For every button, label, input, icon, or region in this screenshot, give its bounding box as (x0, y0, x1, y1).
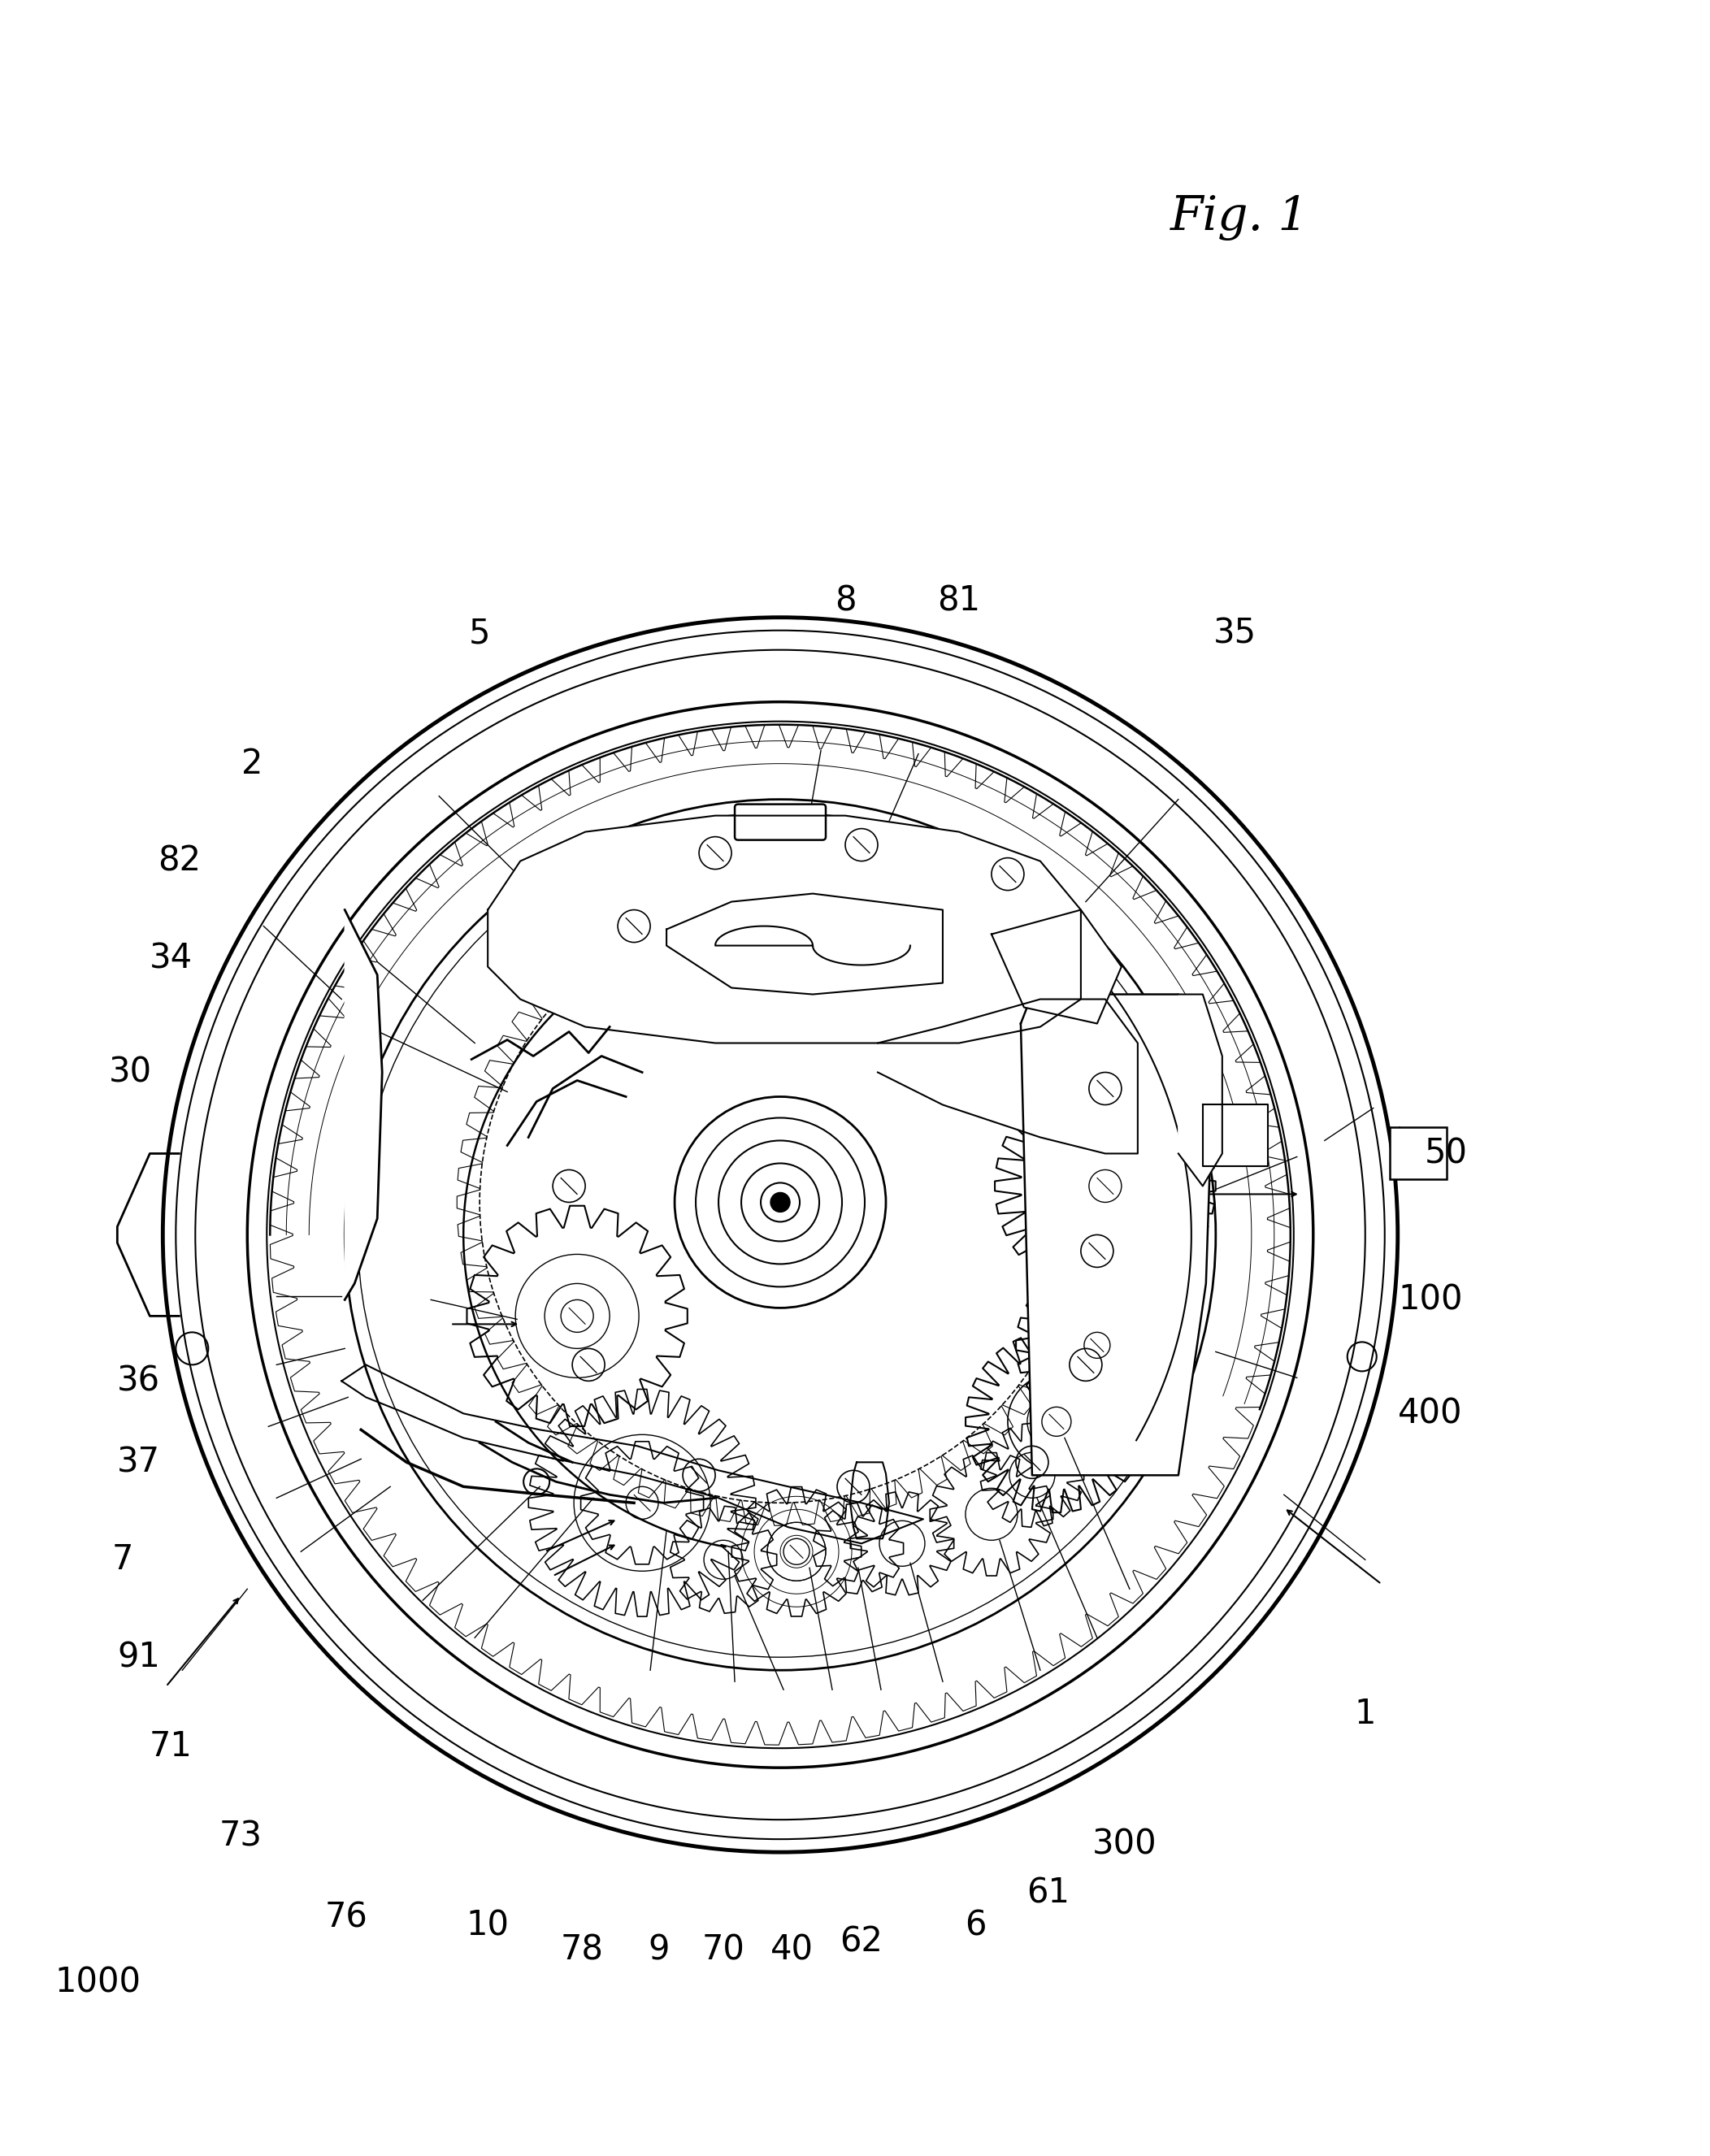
Text: 5: 5 (469, 617, 491, 651)
Text: 61: 61 (1026, 1876, 1070, 1910)
Text: 35: 35 (1214, 617, 1257, 651)
Polygon shape (992, 910, 1122, 1024)
Text: 81: 81 (937, 584, 980, 619)
Polygon shape (877, 998, 1137, 1153)
Text: 10: 10 (467, 1908, 510, 1943)
Text: 62: 62 (840, 1925, 882, 1958)
Polygon shape (1202, 1104, 1267, 1166)
Text: 100: 100 (1397, 1283, 1462, 1317)
Circle shape (761, 1184, 800, 1222)
Text: 40: 40 (770, 1932, 814, 1966)
Text: 400: 400 (1397, 1397, 1462, 1432)
Text: 1: 1 (1354, 1697, 1377, 1731)
Text: 34: 34 (149, 942, 193, 977)
Polygon shape (487, 815, 1081, 1044)
Text: 37: 37 (116, 1445, 161, 1479)
Text: 76: 76 (325, 1899, 368, 1934)
Polygon shape (1178, 994, 1223, 1186)
Polygon shape (667, 893, 942, 994)
Bar (1390, 1128, 1447, 1179)
Text: 300: 300 (1093, 1826, 1158, 1861)
Text: 50: 50 (1424, 1136, 1467, 1171)
Text: 73: 73 (219, 1820, 262, 1852)
Text: 91: 91 (116, 1641, 161, 1675)
Text: 2: 2 (241, 746, 263, 780)
Text: 8: 8 (834, 584, 857, 619)
Text: 7: 7 (111, 1544, 133, 1576)
Text: 71: 71 (149, 1729, 193, 1764)
Text: 9: 9 (648, 1932, 669, 1966)
Text: 6: 6 (964, 1908, 987, 1943)
Text: 36: 36 (116, 1365, 161, 1397)
FancyBboxPatch shape (735, 804, 826, 841)
Polygon shape (345, 910, 381, 1300)
Text: 70: 70 (701, 1932, 746, 1966)
Text: 82: 82 (157, 843, 200, 877)
Text: 1000: 1000 (55, 1964, 140, 1999)
Circle shape (771, 1192, 790, 1212)
Text: 30: 30 (109, 1054, 152, 1089)
Text: 78: 78 (561, 1932, 604, 1966)
Text: Fig. 1: Fig. 1 (1170, 194, 1308, 241)
Polygon shape (1021, 994, 1211, 1475)
